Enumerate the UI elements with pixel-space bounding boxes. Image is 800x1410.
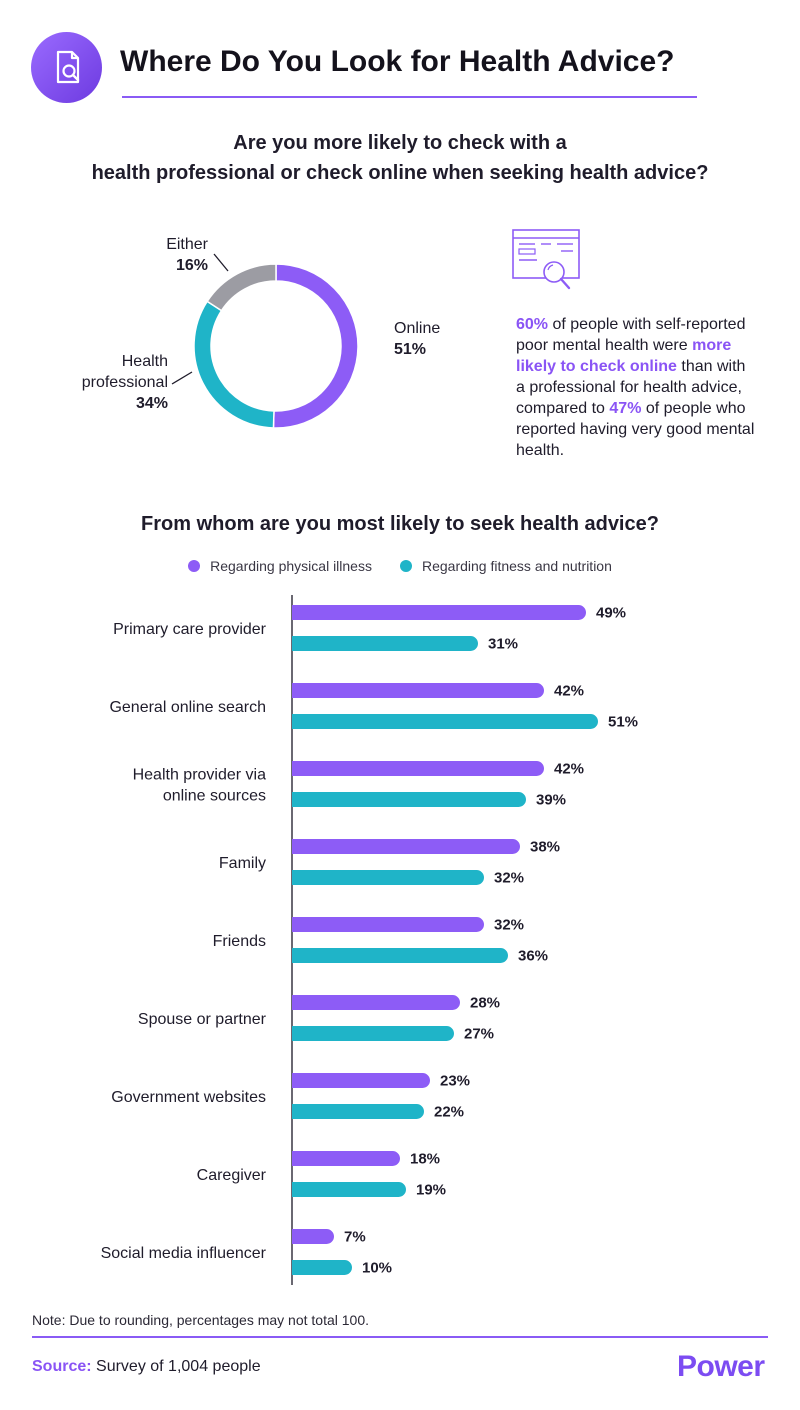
category-label: Family [219, 855, 266, 872]
mental-health-callout: 60% of people with self-reported poor me… [516, 314, 756, 461]
source-line: Source: Survey of 1,004 people [32, 1358, 261, 1376]
category-label: Spouse or partner [138, 1011, 267, 1028]
legend-item-physical: Regarding physical illness [188, 556, 372, 576]
bar-legend: Regarding physical illness Regarding fit… [0, 556, 800, 576]
label-either: Either 16% [162, 234, 208, 276]
label-health-pct: 34% [135, 395, 168, 412]
bar-physical-illness [292, 605, 587, 620]
bar-physical-illness [292, 995, 461, 1010]
bar-fitness-nutrition [292, 714, 598, 729]
label-online: Online 51% [394, 318, 440, 360]
label-either-pct: 16% [175, 257, 208, 274]
bar-physical-illness [292, 761, 545, 776]
callout-pct-poor: 60% [516, 316, 549, 333]
bar-fitness-nutrition [292, 948, 509, 963]
category-label: Government websites [111, 1089, 266, 1106]
rounding-note: Note: Due to rounding, percentages may n… [32, 1312, 369, 1328]
callout-text-2: than with a professional for health advi… [516, 358, 746, 417]
bar-physical-illness [292, 917, 485, 932]
label-health-line1: Health [121, 353, 168, 370]
bar-value-label: 10% [362, 1260, 392, 1277]
category-label: Social media influencer [101, 1245, 267, 1262]
legend-dot-fitness [399, 560, 412, 572]
callout-pct-good: 47% [609, 400, 642, 417]
donut-chart [171, 253, 359, 429]
category-label: online sources [163, 788, 266, 805]
callout-text-1: of people with self-reported poor mental… [516, 316, 746, 354]
header: Where Do You Look for Health Advice? [0, 0, 800, 110]
bar-physical-illness [292, 683, 545, 698]
page-title: Where Do You Look for Health Advice? [120, 45, 675, 78]
label-health-professional: Health professional 34% [60, 351, 168, 414]
bar-value-label: 27% [464, 1026, 494, 1043]
category-label: Caregiver [197, 1167, 267, 1184]
magnifier-document-icon [31, 32, 102, 103]
legend-item-fitness: Regarding fitness and nutrition [399, 556, 612, 576]
donut-slice-either [206, 263, 277, 312]
brand-logo: Power [677, 1350, 765, 1383]
bar-value-label: 42% [554, 761, 584, 778]
donut-question-line2: health professional or check online when… [91, 162, 709, 184]
bar-value-label: 28% [470, 995, 500, 1012]
category-label: Health provider via [133, 767, 267, 784]
bar-value-label: 7% [344, 1229, 366, 1246]
bar-value-label: 39% [536, 792, 566, 809]
label-online-name: Online [394, 320, 441, 337]
donut-question: Are you more likely to check with a heal… [0, 128, 800, 188]
legend-label-fitness: Regarding fitness and nutrition [421, 558, 612, 574]
leader-line-either [213, 253, 229, 272]
bar-value-label: 22% [434, 1104, 464, 1121]
leader-line-health [171, 371, 193, 385]
donut-slice-health-professional [193, 300, 275, 429]
category-label: Friends [213, 933, 266, 950]
bar-value-label: 19% [416, 1182, 446, 1199]
bar-fitness-nutrition [292, 1260, 352, 1275]
bar-fitness-nutrition [292, 1182, 406, 1197]
label-online-pct: 51% [394, 341, 427, 358]
bar-value-label: 18% [410, 1151, 440, 1168]
source-text: Survey of 1,004 people [91, 1358, 261, 1375]
label-health-line2: professional [81, 374, 168, 391]
bar-question: From whom are you most likely to seek he… [141, 513, 659, 535]
bar-fitness-nutrition [292, 1026, 455, 1041]
callout-text-3: of people who reported having very good … [516, 400, 755, 459]
legend-dot-physical [188, 560, 201, 572]
bar-value-label: 42% [554, 683, 584, 700]
bar-physical-illness [292, 1229, 335, 1244]
bar-value-label: 32% [494, 870, 524, 887]
browser-search-icon [511, 228, 583, 305]
footer-divider [32, 1336, 768, 1338]
callout-emphasis: more likely to check online [516, 337, 732, 375]
source-label: Source: [32, 1358, 92, 1375]
title-divider [122, 96, 697, 98]
category-label: General online search [109, 699, 266, 716]
donut-slice-online [272, 263, 359, 429]
bar-fitness-nutrition [292, 1104, 425, 1119]
bar-physical-illness [292, 1073, 431, 1088]
bar-fitness-nutrition [292, 636, 479, 651]
bar-value-label: 23% [440, 1073, 470, 1090]
bar-value-label: 51% [608, 714, 638, 731]
bar-value-label: 49% [596, 605, 626, 622]
bar-chart: Primary care provider 49% 31% General onlin… [101, 595, 638, 1285]
bar-value-label: 36% [518, 948, 548, 965]
bar-fitness-nutrition [292, 870, 485, 885]
legend-label-physical: Regarding physical illness [210, 558, 372, 574]
category-label: Primary care provider [113, 621, 267, 638]
bar-value-label: 31% [488, 636, 518, 653]
bar-value-label: 32% [494, 917, 524, 934]
donut-question-line1: Are you more likely to check with a [233, 132, 567, 154]
bar-value-label: 38% [530, 839, 560, 856]
bar-physical-illness [292, 839, 520, 854]
label-either-name: Either [166, 236, 208, 253]
bar-fitness-nutrition [292, 792, 527, 807]
bar-physical-illness [292, 1151, 401, 1166]
